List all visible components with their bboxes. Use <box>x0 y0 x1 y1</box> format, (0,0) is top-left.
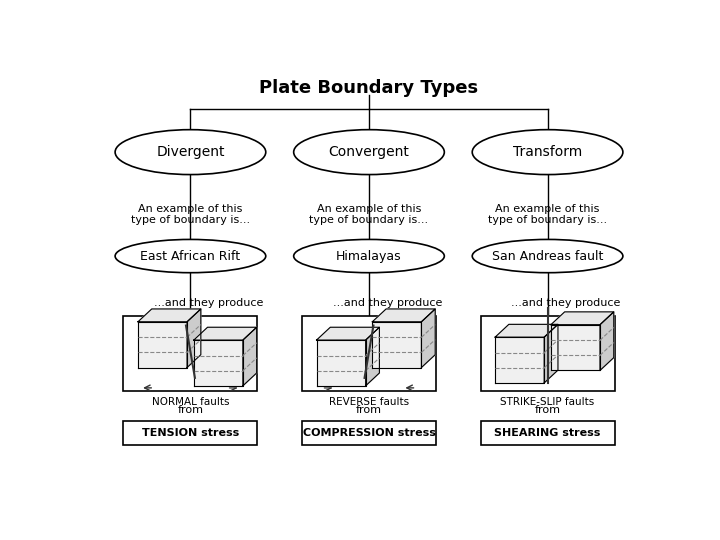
Polygon shape <box>317 340 366 386</box>
Polygon shape <box>372 322 421 368</box>
Text: ...and they produce: ...and they produce <box>154 298 264 308</box>
Polygon shape <box>366 327 379 386</box>
Text: COMPRESSION stress: COMPRESSION stress <box>302 428 436 438</box>
Polygon shape <box>600 312 613 370</box>
FancyBboxPatch shape <box>302 421 436 445</box>
Text: SHEARING stress: SHEARING stress <box>495 428 600 438</box>
Text: An example of this
type of boundary is...: An example of this type of boundary is..… <box>310 204 428 225</box>
Text: ...and they produce: ...and they produce <box>511 298 621 308</box>
FancyBboxPatch shape <box>481 316 615 391</box>
Polygon shape <box>317 327 379 340</box>
FancyBboxPatch shape <box>124 421 258 445</box>
Polygon shape <box>495 337 544 383</box>
Text: TENSION stress: TENSION stress <box>142 428 239 438</box>
Ellipse shape <box>115 239 266 273</box>
Text: from: from <box>534 405 561 415</box>
Polygon shape <box>421 309 435 368</box>
Text: Divergent: Divergent <box>156 145 225 159</box>
Polygon shape <box>372 309 435 322</box>
Text: REVERSE faults: REVERSE faults <box>329 397 409 408</box>
Polygon shape <box>551 312 613 325</box>
Polygon shape <box>187 309 201 368</box>
Text: Plate Boundary Types: Plate Boundary Types <box>259 79 479 97</box>
Text: Convergent: Convergent <box>328 145 410 159</box>
FancyBboxPatch shape <box>481 421 615 445</box>
Text: STRIKE-SLIP faults: STRIKE-SLIP faults <box>500 397 595 408</box>
Text: San Andreas fault: San Andreas fault <box>492 249 603 262</box>
FancyBboxPatch shape <box>302 316 436 391</box>
Polygon shape <box>495 325 558 337</box>
FancyBboxPatch shape <box>124 316 258 391</box>
Polygon shape <box>194 340 243 386</box>
Ellipse shape <box>294 130 444 174</box>
Text: An example of this
type of boundary is...: An example of this type of boundary is..… <box>131 204 250 225</box>
Polygon shape <box>544 325 558 383</box>
Text: East African Rift: East African Rift <box>140 249 240 262</box>
Text: An example of this
type of boundary is...: An example of this type of boundary is..… <box>488 204 607 225</box>
Text: from: from <box>356 405 382 415</box>
Text: Himalayas: Himalayas <box>336 249 402 262</box>
Ellipse shape <box>472 130 623 174</box>
Ellipse shape <box>294 239 444 273</box>
Polygon shape <box>551 325 600 370</box>
Polygon shape <box>138 322 187 368</box>
Ellipse shape <box>472 239 623 273</box>
Ellipse shape <box>115 130 266 174</box>
Polygon shape <box>138 309 201 322</box>
Text: ...and they produce: ...and they produce <box>333 298 442 308</box>
Text: Transform: Transform <box>513 145 582 159</box>
Text: from: from <box>177 405 204 415</box>
Polygon shape <box>194 327 256 340</box>
Polygon shape <box>243 327 256 386</box>
Text: NORMAL faults: NORMAL faults <box>152 397 229 408</box>
